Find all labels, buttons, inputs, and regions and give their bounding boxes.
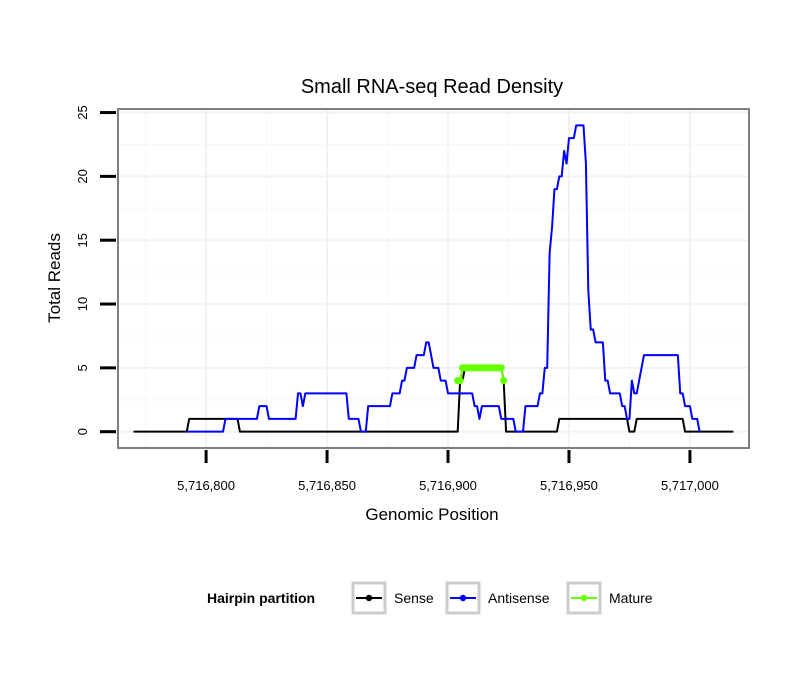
legend-key-marker (580, 594, 588, 602)
y-axis-label: Total Reads (45, 233, 64, 323)
y-tick-label: 0 (75, 428, 90, 435)
legend-title: Hairpin partition (207, 590, 315, 606)
chart-title: Small RNA-seq Read Density (301, 76, 563, 98)
y-tick-label: 25 (75, 105, 90, 119)
legend-label-sense: Sense (394, 590, 434, 606)
y-tick-label: 15 (75, 233, 90, 247)
series-line-antisense (186, 124, 701, 433)
data-point-mature (497, 364, 505, 372)
legend-item-sense: Sense (351, 581, 434, 615)
y-tick-label: 20 (75, 169, 90, 183)
data-point-mature (456, 377, 464, 385)
legend: Hairpin partition Sense Antisense Mature (207, 581, 653, 615)
legend-item-antisense: Antisense (445, 581, 550, 615)
legend-key-marker (365, 594, 373, 602)
legend-label-mature: Mature (609, 590, 653, 606)
x-tick-label: 5,716,800 (177, 478, 235, 493)
plot-panel (117, 108, 750, 449)
x-axis-label: Genomic Position (365, 505, 498, 524)
axes: 5,716,800 5,716,850 5,716,900 5,716,950 5,71… (75, 105, 719, 493)
x-tick-label: 5,716,850 (298, 478, 356, 493)
series (133, 124, 734, 433)
x-tick-label: 5,717,000 (661, 478, 719, 493)
x-tick-label: 5,716,900 (419, 478, 477, 493)
x-tick-label: 5,716,950 (540, 478, 598, 493)
legend-key-marker (459, 594, 467, 602)
y-tick-label: 5 (75, 364, 90, 371)
y-tick-label: 10 (75, 297, 90, 311)
legend-item-mature: Mature (566, 581, 653, 615)
legend-label-antisense: Antisense (488, 590, 550, 606)
data-point-mature (500, 377, 508, 385)
